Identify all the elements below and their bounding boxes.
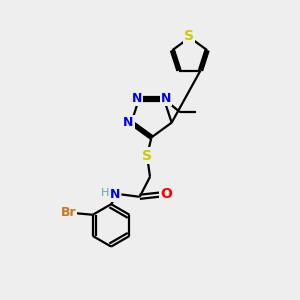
- Text: N: N: [131, 92, 142, 105]
- Text: S: S: [142, 148, 152, 163]
- Text: N: N: [161, 92, 172, 105]
- Text: H: H: [101, 188, 110, 198]
- Text: O: O: [160, 187, 172, 201]
- Text: N: N: [123, 116, 134, 129]
- Text: Br: Br: [61, 206, 76, 219]
- Text: N: N: [110, 188, 120, 201]
- Text: S: S: [184, 29, 194, 43]
